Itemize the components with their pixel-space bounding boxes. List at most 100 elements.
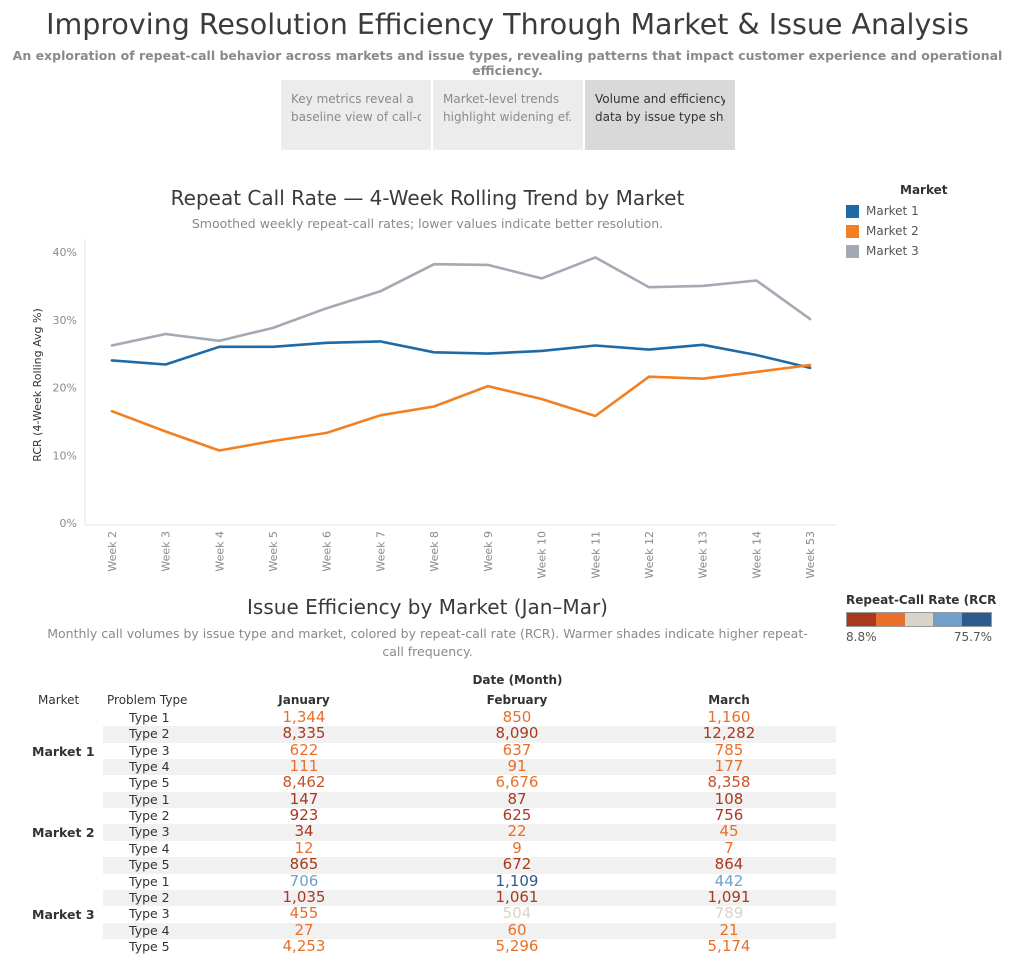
volume-cell[interactable]: 9	[512, 838, 522, 857]
volume-cell[interactable]: 756	[714, 806, 744, 825]
rcr-color-ramp	[846, 612, 992, 627]
volume-cell[interactable]: 91	[507, 757, 527, 776]
date-month-header: Date (Month)	[472, 673, 563, 687]
volume-cell[interactable]: 6,676	[495, 773, 539, 792]
volume-cell[interactable]: 850	[502, 708, 532, 726]
table-row: Type 1 147 87 108	[103, 789, 836, 809]
volume-cell[interactable]: 177	[714, 757, 744, 776]
y-tick-label: 30%	[53, 314, 77, 327]
volume-cell[interactable]: 8,090	[495, 724, 539, 743]
volume-cell[interactable]: 8,335	[282, 724, 326, 743]
x-tick-label: Week 6	[321, 531, 334, 572]
volume-cell[interactable]: 87	[507, 789, 527, 808]
x-tick-label: Week 10	[536, 531, 549, 579]
volume-cell[interactable]: 108	[714, 789, 744, 808]
january-column-header: January	[278, 693, 330, 707]
volume-cell[interactable]: 5,174	[707, 936, 751, 955]
volume-cell[interactable]: 706	[289, 871, 319, 890]
problem-type-column-header: Problem Type	[107, 693, 188, 707]
legend-item-market-2[interactable]: Market 2	[846, 221, 948, 241]
legend-swatch	[846, 204, 859, 218]
line-chart-title: Repeat Call Rate — 4-Week Rolling Trend …	[170, 186, 685, 210]
legend-item-market-3[interactable]: Market 3	[846, 241, 948, 261]
problem-type-cell: Type 3	[129, 906, 170, 922]
volume-cell[interactable]: 1,061	[495, 887, 539, 906]
x-tick-label: Week 5	[267, 531, 280, 572]
problem-type-cell: Type 4	[129, 759, 170, 775]
volume-cell[interactable]: 4,253	[282, 936, 326, 955]
x-tick-label: Week 8	[428, 531, 441, 572]
problem-type-cell: Type 3	[129, 742, 170, 758]
y-tick-label: 40%	[53, 246, 77, 259]
ramp-step	[962, 613, 991, 626]
story-tab-2[interactable]: Market-level trends highlight widening e…	[433, 80, 583, 150]
volume-cell[interactable]: 22	[507, 822, 527, 841]
february-column-header: February	[486, 693, 548, 707]
volume-cell[interactable]: 12	[294, 838, 314, 857]
market-legend: Market Market 1 Market 2 Market 3	[846, 183, 948, 261]
volume-cell[interactable]: 1,109	[495, 871, 539, 890]
table-row: Type 2 923 625 756	[103, 806, 836, 825]
volume-cell[interactable]: 785	[714, 740, 744, 759]
volume-cell[interactable]: 1,035	[282, 887, 326, 906]
volume-cell[interactable]: 625	[502, 806, 532, 825]
volume-cell[interactable]: 7	[724, 838, 734, 857]
volume-cell[interactable]: 12,282	[702, 724, 756, 743]
rcr-min-label: 8.8%	[846, 630, 877, 644]
story-tab-1-line2: baseline view of call-c..	[291, 110, 421, 124]
volume-cell[interactable]: 455	[289, 904, 319, 923]
volume-cell[interactable]: 5,296	[495, 936, 539, 955]
volume-cell[interactable]: 442	[714, 871, 744, 890]
story-tab-3[interactable]: Volume and efficiency data by issue type…	[585, 80, 735, 150]
story-tab-1[interactable]: Key metrics reveal a baseline view of ca…	[281, 80, 431, 150]
volume-cell[interactable]: 1,344	[282, 708, 326, 726]
march-column-header: March	[708, 693, 750, 707]
volume-cell[interactable]: 8,462	[282, 773, 326, 792]
volume-cell[interactable]: 865	[289, 855, 319, 874]
volume-cell[interactable]: 1,091	[707, 887, 751, 906]
problem-type-cell: Type 5	[129, 857, 170, 873]
table-row: Type 1 1,344 850 1,160	[103, 708, 836, 726]
volume-cell[interactable]: 672	[502, 855, 532, 874]
volume-cell[interactable]: 45	[719, 822, 739, 841]
series-line-market-2	[110, 363, 812, 452]
legend-label: Market 3	[866, 244, 919, 258]
legend-item-market-1[interactable]: Market 1	[846, 201, 948, 221]
legend-label: Market 2	[866, 224, 919, 238]
problem-type-cell: Type 2	[129, 889, 170, 905]
heatmap-subtitle: Monthly call volumes by issue type and m…	[47, 626, 808, 659]
series-line-market-1	[110, 340, 812, 370]
problem-type-cell: Type 1	[129, 791, 170, 807]
table-row: Type 1 706 1,109 442	[103, 871, 836, 890]
volume-cell[interactable]: 34	[294, 822, 314, 841]
volume-cell[interactable]: 8,358	[707, 773, 751, 792]
table-row: Type 5 4,253 5,296 5,174	[103, 936, 836, 955]
y-tick-label: 0%	[60, 517, 77, 530]
legend-label: Market 1	[866, 204, 919, 218]
volume-cell[interactable]: 111	[289, 757, 319, 776]
volume-cell[interactable]: 637	[502, 740, 532, 759]
volume-cell[interactable]: 147	[289, 789, 319, 808]
volume-cell[interactable]: 864	[714, 855, 744, 874]
story-tab-2-line2: highlight widening ef..	[443, 110, 573, 124]
x-tick-label: Week 2	[106, 531, 119, 572]
x-tick-label: Week 13	[697, 531, 710, 579]
story-tab-1-line1: Key metrics reveal a	[291, 92, 414, 106]
problem-type-cell: Type 4	[129, 922, 170, 938]
volume-cell[interactable]: 789	[714, 904, 744, 923]
volume-cell[interactable]: 27	[294, 920, 314, 939]
volume-cell[interactable]: 1,160	[707, 708, 751, 726]
x-tick-label: Week 12	[643, 531, 656, 579]
table-row: Type 3 455 504 789	[103, 904, 836, 923]
volume-cell[interactable]: 60	[507, 920, 527, 939]
legend-title: Market	[900, 183, 948, 197]
volume-cell[interactable]: 21	[719, 920, 739, 939]
x-tick-label: Week 53	[804, 531, 817, 579]
series-line-market-3	[110, 256, 812, 347]
volume-cell[interactable]: 622	[289, 740, 319, 759]
volume-cell[interactable]: 923	[289, 806, 319, 825]
problem-type-cell: Type 2	[129, 726, 170, 742]
story-tab-2-line1: Market-level trends	[443, 92, 560, 106]
volume-cell[interactable]: 504	[502, 904, 532, 923]
market-row-header: Market 3	[32, 907, 95, 923]
